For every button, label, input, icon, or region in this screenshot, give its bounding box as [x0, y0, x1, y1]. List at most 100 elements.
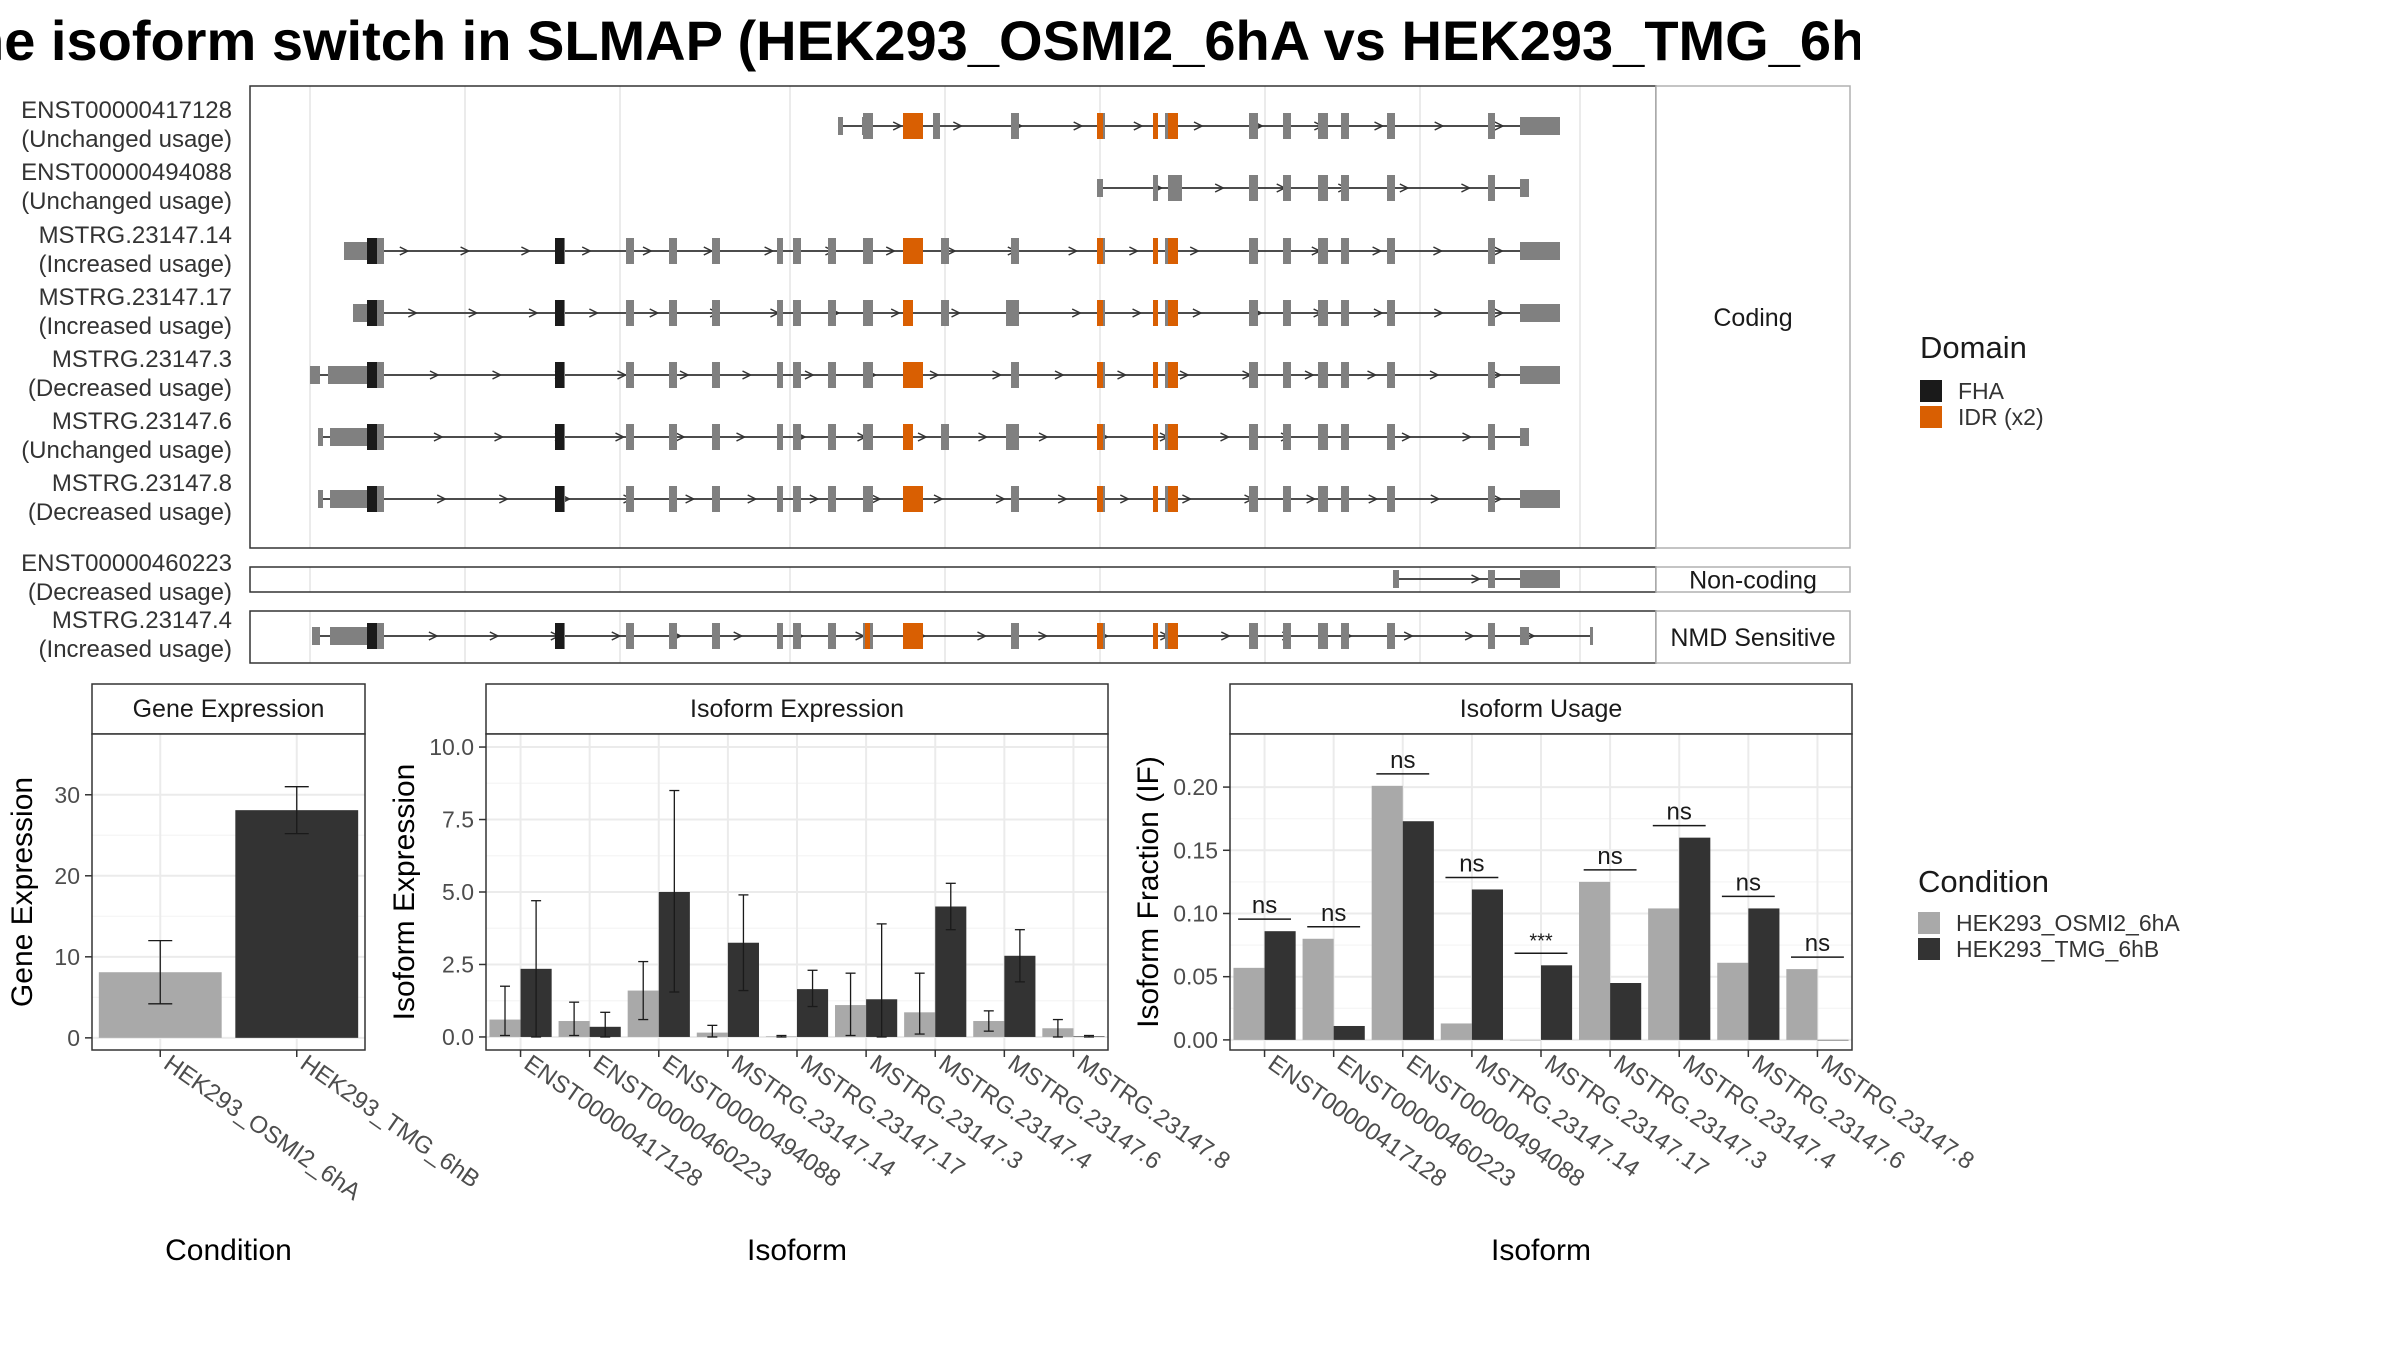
- exon-block: [828, 238, 836, 264]
- utr-block: [353, 304, 368, 322]
- transcript-usage-label: (Unchanged usage): [21, 437, 232, 464]
- fha-domain-block: [555, 623, 564, 649]
- intron-arrow: [1399, 183, 1410, 193]
- bar: [1817, 1039, 1849, 1041]
- intron-arrow: [978, 432, 989, 442]
- intron-arrow: [1057, 494, 1068, 504]
- domain-legend-label: IDR (x2): [1958, 404, 2044, 430]
- intron-arrow: [498, 494, 509, 504]
- facet-label: Non-coding: [1689, 567, 1817, 595]
- utr-block: [330, 490, 368, 508]
- intron-arrow: [1464, 631, 1475, 641]
- intron-arrow: [736, 432, 747, 442]
- exon-block: [712, 362, 720, 388]
- idr-domain-block: [1168, 300, 1178, 326]
- domain-legend-key: [1920, 406, 1942, 428]
- exon-block: [1249, 362, 1258, 388]
- bar: [1402, 821, 1434, 1040]
- intron-arrow: [679, 370, 690, 380]
- exon-block: [626, 238, 634, 264]
- facet-label: NMD Sensitive: [1670, 624, 1835, 652]
- bar: [1440, 1023, 1472, 1040]
- intron-arrow: [933, 494, 944, 504]
- transcript-name-label: MSTRG.23147.3: [52, 346, 232, 373]
- y-tick-label: 0.0: [442, 1024, 474, 1050]
- exon-block: [863, 424, 873, 450]
- significance-label: ns: [1321, 900, 1346, 927]
- exon-block: [1178, 175, 1182, 201]
- exon-block: [1488, 424, 1495, 450]
- exon-block: [1011, 486, 1019, 512]
- transcript-name-label: MSTRG.23147.6: [52, 408, 232, 435]
- exon-block: [1341, 362, 1349, 388]
- exon-block: [1341, 300, 1349, 326]
- intron-arrow: [433, 432, 444, 442]
- transcript-name-label: MSTRG.23147.14: [39, 222, 232, 249]
- exon-block: [1341, 113, 1349, 139]
- intron-arrow: [1117, 370, 1128, 380]
- transcript-usage-label: (Increased usage): [39, 313, 232, 340]
- intron-arrow: [1401, 432, 1412, 442]
- bar: [1748, 908, 1780, 1040]
- exon-block: [1341, 424, 1349, 450]
- intron-arrow: [1304, 370, 1315, 380]
- condition-legend-key: [1918, 938, 1940, 960]
- exon-block: [1387, 113, 1395, 139]
- intron-arrow: [1189, 246, 1200, 256]
- intron-arrow: [992, 370, 1003, 380]
- exon-block: [1488, 300, 1495, 326]
- intron-arrow: [977, 631, 988, 641]
- intron-arrow: [1367, 370, 1378, 380]
- y-axis-title: Isoform Expression: [388, 764, 421, 1021]
- x-axis-title: Isoform: [747, 1234, 847, 1267]
- y-tick-label: 30: [54, 782, 80, 808]
- idr-domain-block: [903, 486, 923, 512]
- exon-block: [793, 623, 801, 649]
- exon-block: [669, 623, 677, 649]
- exon-block: [1387, 175, 1395, 201]
- intron-arrow: [1220, 631, 1231, 641]
- intron-arrow: [1071, 308, 1082, 318]
- exon-block: [1249, 175, 1258, 201]
- panel-strip-label: Gene Expression: [133, 695, 325, 723]
- utr-block: [1520, 179, 1529, 197]
- utr-block: [1520, 366, 1560, 384]
- exon-block: [1488, 175, 1495, 201]
- intron-arrow: [1068, 246, 1079, 256]
- intron-arrow: [742, 370, 753, 380]
- bar: [1648, 908, 1680, 1040]
- exon-block: [712, 623, 720, 649]
- intron-arrow: [1461, 183, 1472, 193]
- condition-legend-label: HEK293_OSMI2_6hA: [1956, 910, 2180, 936]
- exon-block: [863, 113, 873, 139]
- y-tick-label: 2.5: [442, 951, 474, 977]
- fha-domain-block: [367, 238, 377, 264]
- plot-border: [91, 733, 366, 1051]
- exon-block: [1283, 362, 1291, 388]
- facet-strip: [1655, 610, 1851, 664]
- intron-arrow: [1133, 121, 1144, 131]
- exon-block: [941, 300, 949, 326]
- bar: [1541, 965, 1573, 1040]
- exon-block: [793, 300, 801, 326]
- y-axis-title: Isoform Fraction (IF): [1132, 756, 1165, 1028]
- exon-block: [777, 486, 783, 512]
- y-tick-label: 10.0: [429, 734, 474, 760]
- utr-block: [1520, 428, 1529, 446]
- exon-block: [1318, 623, 1328, 649]
- exon-block: [1341, 238, 1349, 264]
- intron-arrow: [408, 308, 419, 318]
- panel-strip: [91, 683, 366, 735]
- exon-block: [793, 238, 801, 264]
- idr-domain-block: [1097, 113, 1103, 139]
- exon-block: [1318, 113, 1328, 139]
- bar: [1509, 1039, 1541, 1041]
- utr-block: [344, 242, 368, 260]
- exon-block: [669, 424, 677, 450]
- exon-block: [1387, 424, 1395, 450]
- fha-domain-block: [367, 486, 377, 512]
- utr-block: [1520, 242, 1560, 260]
- fha-domain-block: [555, 238, 564, 264]
- exon-block: [1488, 486, 1495, 512]
